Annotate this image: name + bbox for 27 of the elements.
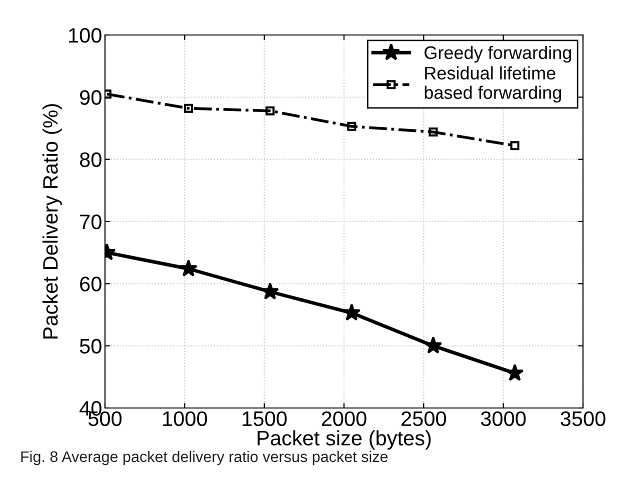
y-axis-title: Packet Delivery Ratio (%) — [42, 104, 62, 338]
legend-label: Residual lifetime based forwarding — [424, 66, 561, 103]
point — [184, 104, 194, 113]
point — [424, 336, 442, 354]
point — [180, 259, 198, 277]
x-tick-label: 1500 — [242, 411, 287, 426]
point — [510, 141, 520, 150]
x-tick-label: 2500 — [402, 411, 446, 426]
point — [428, 127, 438, 136]
y-tick-label: 100 — [69, 28, 102, 43]
y-tick-label: 90 — [80, 90, 102, 105]
y-tick-label: 80 — [80, 152, 102, 168]
y-tick-label: 50 — [80, 338, 102, 354]
point — [347, 122, 356, 131]
point — [506, 364, 524, 381]
legend-label: Greedy forwarding — [424, 46, 572, 63]
point — [261, 282, 280, 300]
point — [342, 304, 361, 321]
caption: Fig. 8 Average packet delivery ratio versus packet size — [21, 450, 388, 466]
point — [266, 106, 275, 116]
x-tick-label: 2000 — [322, 411, 366, 426]
x-tick-label: 3000 — [480, 411, 526, 426]
y-tick-label: 70 — [80, 214, 102, 230]
x-axis-title: Packet size (bytes) — [258, 430, 431, 450]
x-tick-label: 1000 — [163, 411, 208, 426]
y-tick-label: 60 — [80, 276, 102, 292]
x-tick-label: 3500 — [560, 411, 606, 426]
